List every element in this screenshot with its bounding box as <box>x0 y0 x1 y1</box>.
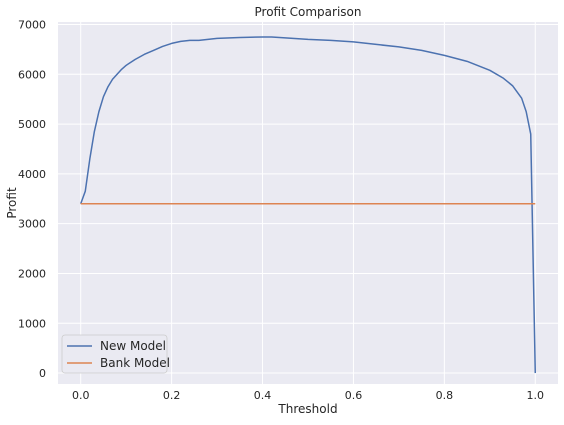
series-layer <box>80 36 537 374</box>
y-tick-label: 6000 <box>18 68 46 81</box>
y-tick-label: 7000 <box>18 18 46 31</box>
y-tick-label: 5000 <box>18 118 46 131</box>
y-tick-label: 4000 <box>18 168 46 181</box>
legend: New Model Bank Model <box>61 334 170 374</box>
x-tick-label: 0.2 <box>163 389 181 402</box>
y-tick-label: 0 <box>39 367 46 380</box>
x-axis-label: Threshold <box>277 402 337 416</box>
tick-layer: 0.0 0.2 0.4 0.6 0.8 1.0 0 1000 2000 3000 4000 5000 6… <box>18 18 544 402</box>
y-tick-label: 2000 <box>18 267 46 280</box>
y-tick-label: 3000 <box>18 218 46 231</box>
x-tick-label: 0.6 <box>345 389 363 402</box>
x-tick-label: 0.0 <box>72 389 90 402</box>
x-tick-label: 0.8 <box>436 389 454 402</box>
legend-label-bank-model: Bank Model <box>100 356 170 370</box>
series-line-new-model <box>80 36 537 374</box>
x-tick-label: 0.4 <box>254 389 272 402</box>
y-axis-label: Profit <box>5 187 19 219</box>
x-tick-label: 1.0 <box>527 389 545 402</box>
legend-label-new-model: New Model <box>100 339 166 353</box>
y-tick-label: 1000 <box>18 317 46 330</box>
chart-title: Profit Comparison <box>255 5 362 19</box>
